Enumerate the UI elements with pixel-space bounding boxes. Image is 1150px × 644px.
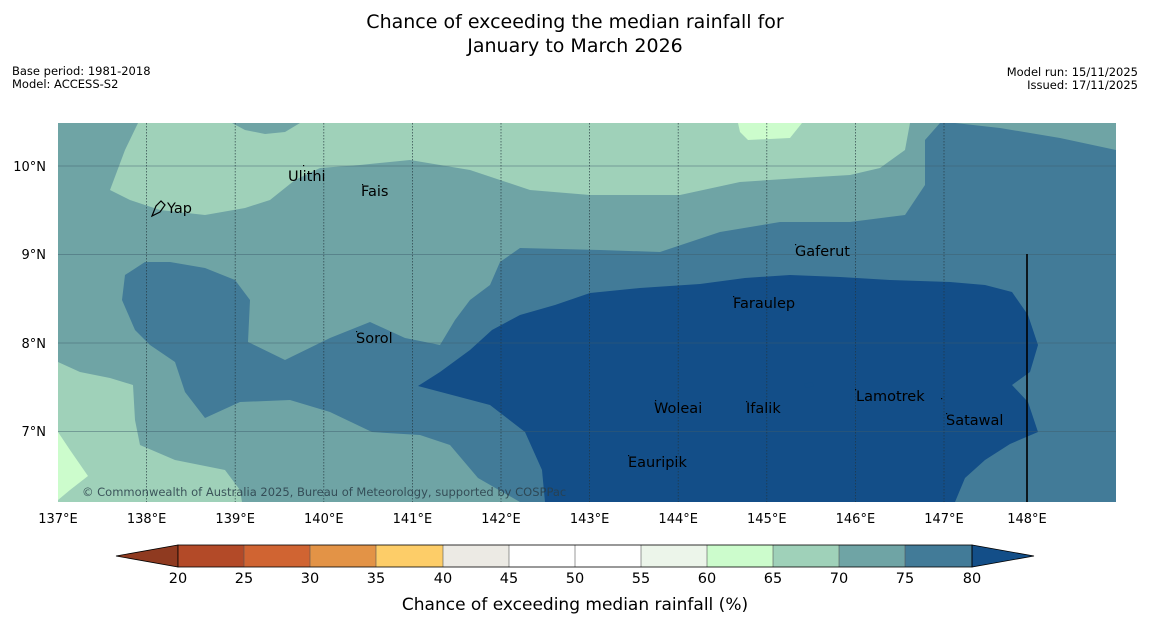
region-65-70-notch (232, 123, 300, 134)
copyright-text: © Commonwealth of Australia 2025, Bureau… (82, 485, 566, 499)
map-area: Yap Ulithi Fais Gaferut Faraulep Sorol W… (58, 123, 1116, 502)
place-label-yap: Yap (166, 201, 192, 217)
colorbar-tick-60: 60 (698, 571, 716, 587)
place-label-ulithi: Ulithi (288, 169, 326, 185)
model-text: Model: ACCESS-S2 (12, 77, 119, 91)
region-70-75 (58, 123, 940, 502)
colorbar-bin-60-65 (707, 545, 773, 567)
meta-left: Base period: 1981-2018 Model: ACCESS-S2 (12, 65, 151, 91)
lon-label-142e: 142°E (481, 512, 521, 527)
lon-label-143e: 143°E (570, 512, 610, 527)
colorbar-bin-45-50 (509, 545, 575, 567)
colorbar-tick-65: 65 (764, 571, 782, 587)
colorbar-tick-50: 50 (566, 571, 584, 587)
colorbar-bin-75-80 (905, 545, 972, 567)
colorbar-extend-high (971, 544, 1035, 568)
lat-label-8n: 8°N (22, 337, 47, 352)
colorbar-tick-75: 75 (896, 571, 914, 587)
colorbar-tick-20: 20 (169, 571, 187, 587)
meta-right: Model run: 15/11/2025 Issued: 17/11/2025 (1007, 66, 1138, 92)
lon-label-138e: 138°E (127, 512, 167, 527)
lon-label-147e: 147°E (924, 512, 964, 527)
issued-text: Issued: 17/11/2025 (1027, 78, 1138, 92)
lon-label-140e: 140°E (304, 512, 344, 527)
colorbar-tick-55: 55 (632, 571, 650, 587)
region-above-80 (418, 275, 1038, 502)
colorbar-bin-25-30 (244, 545, 310, 567)
title-line-1: Chance of exceeding the median rainfall … (366, 11, 784, 33)
place-label-ifalik: Ifalik (746, 401, 781, 417)
place-label-woleai: Woleai (654, 401, 702, 417)
lon-label-145e: 145°E (747, 512, 787, 527)
region-70-75-ne (955, 123, 1116, 150)
colorbar-tick-30: 30 (301, 571, 319, 587)
colorbar-bin-55-60 (641, 545, 707, 567)
place-label-lamotrek: Lamotrek (856, 389, 925, 405)
lon-label-146e: 146°E (836, 512, 876, 527)
model-run-text: Model run: 15/11/2025 (1006, 65, 1138, 79)
lat-label-9n: 9°N (22, 248, 47, 263)
colorbar-tick-70: 70 (830, 571, 848, 587)
lon-label-137e: 137°E (38, 512, 78, 527)
colorbar-outline (177, 544, 973, 568)
colorbar: 20 25 30 35 40 45 50 55 60 65 70 75 80 C… (115, 544, 1035, 615)
lon-gridlines (146, 123, 945, 502)
colorbar-bin-50-55 (575, 545, 641, 567)
island-markers (303, 165, 948, 457)
region-above-80-speck (804, 382, 814, 388)
lon-label-141e: 141°E (393, 512, 433, 527)
lon-label-144e: 144°E (658, 512, 698, 527)
colorbar-tick-80: 80 (963, 571, 981, 587)
region-65-70-north (110, 123, 910, 215)
region-60-65-north (738, 123, 802, 140)
chart-title: Chance of exceeding the median rainfall … (0, 10, 1150, 58)
place-label-eauripik: Eauripik (628, 455, 687, 471)
region-65-70-south (58, 362, 242, 502)
colorbar-bin-20-25 (178, 545, 244, 567)
place-label-gaferut: Gaferut (795, 244, 850, 260)
colorbar-bin-65-70 (773, 545, 839, 567)
colorbar-bin-30-35 (310, 545, 376, 567)
title-line-2: January to March 2026 (467, 35, 683, 57)
place-label-faraulep: Faraulep (733, 296, 795, 312)
colorbar-bin-70-75 (839, 545, 905, 567)
region-60-65-southwest (58, 432, 88, 500)
lat-label-10n: 10°N (13, 160, 46, 175)
place-label-satawal: Satawal (946, 413, 1003, 429)
lat-gridlines (58, 165, 1116, 432)
colorbar-tick-35: 35 (367, 571, 385, 587)
colorbar-label: Chance of exceeding median rainfall (%) (402, 595, 748, 615)
yap-island-outline (150, 200, 166, 218)
lon-label-148e: 148°E (1007, 512, 1047, 527)
colorbar-bin-35-40 (376, 545, 443, 567)
colorbar-tick-45: 45 (500, 571, 518, 587)
colorbar-bin-40-45 (443, 545, 509, 567)
colorbar-tick-40: 40 (434, 571, 452, 587)
base-period-text: Base period: 1981-2018 (12, 64, 151, 78)
place-label-fais: Fais (361, 184, 388, 200)
lon-label-139e: 139°E (215, 512, 255, 527)
colorbar-extend-low (115, 544, 179, 568)
lat-label-7n: 7°N (22, 425, 47, 440)
colorbar-tick-25: 25 (235, 571, 253, 587)
place-label-sorol: Sorol (356, 331, 393, 347)
